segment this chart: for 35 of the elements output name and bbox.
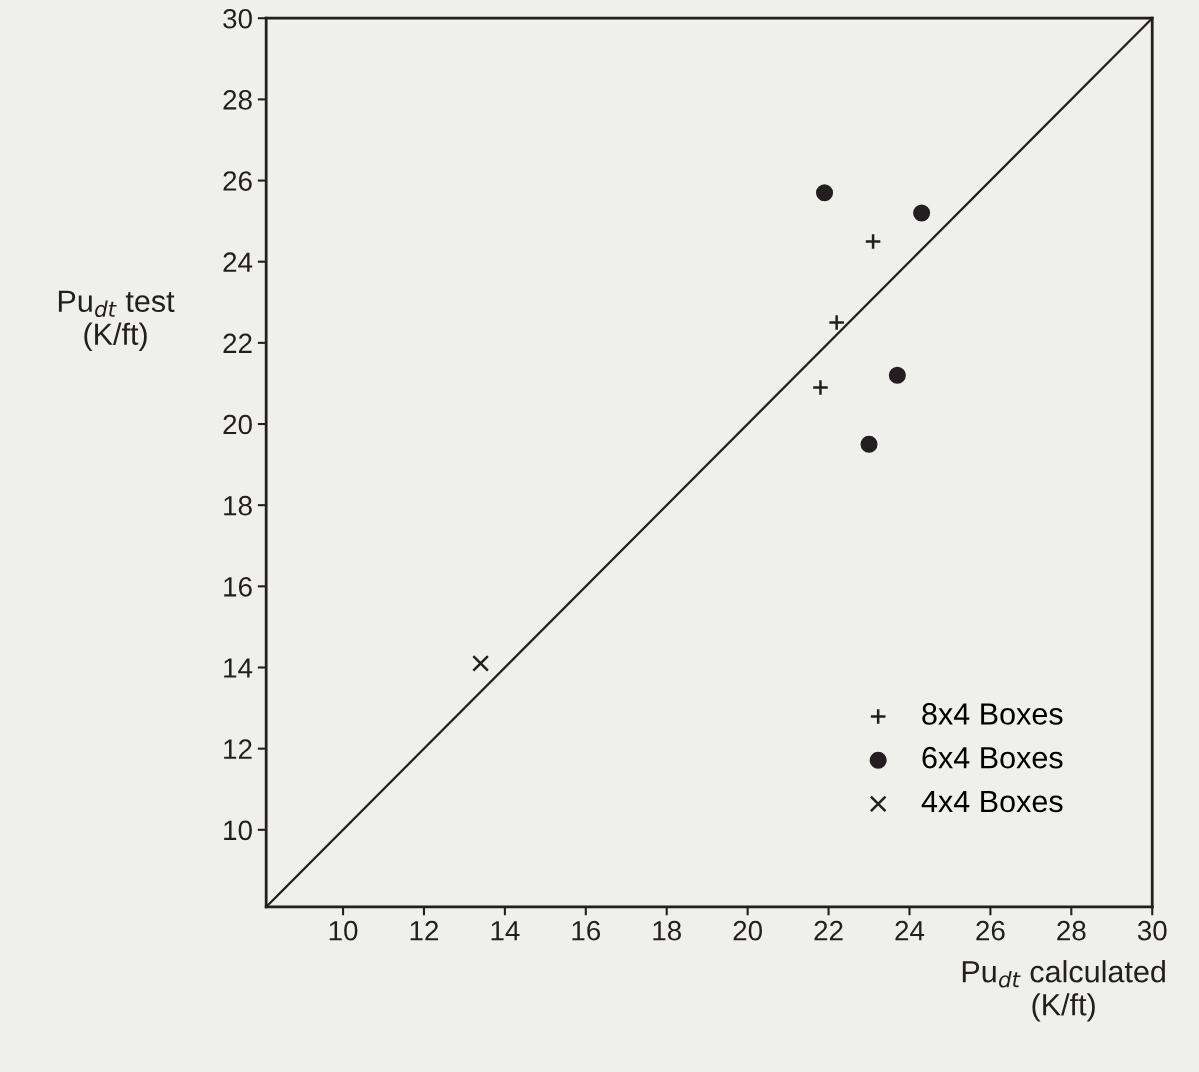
y-tick-label: 10 — [224, 820, 252, 841]
point — [888, 366, 906, 384]
y-tick-label: 16 — [224, 577, 252, 597]
x-tick-label: 16 — [572, 920, 601, 941]
x-tick-label: 26 — [976, 920, 1005, 941]
x-tick-label: 22 — [814, 920, 843, 941]
y-axis-title: Pu$_{dt}$ test (K/ft) — [58, 290, 175, 352]
legend-label: 8x4 Boxes — [922, 703, 1063, 725]
point — [828, 314, 846, 332]
x-axis-title: Pu$_{dt}$ calculated (K/ft) — [962, 960, 1165, 1022]
y-tick-label: 12 — [224, 739, 252, 759]
y-tick-label: 30 — [223, 8, 252, 29]
point — [860, 435, 878, 453]
x-tick-label: 24 — [895, 920, 925, 941]
point — [913, 204, 931, 222]
x-tick-label: 10 — [329, 920, 358, 941]
point — [864, 232, 882, 250]
x-tick-label: 30 — [1137, 920, 1167, 941]
x-tick-label: 20 — [733, 920, 763, 941]
x-tick-label: 12 — [410, 920, 439, 941]
legend-label: 6x4 Boxes — [922, 746, 1063, 769]
legend-label: 4x4 Boxes — [921, 790, 1063, 813]
y-tick-label: 26 — [223, 171, 252, 191]
x-tick-label: 18 — [653, 920, 681, 941]
y-tick-label: 22 — [223, 333, 252, 353]
point — [811, 378, 830, 397]
x-tick-label: 28 — [1057, 920, 1086, 941]
y-tick-label: 24 — [223, 252, 253, 272]
y-tick-label: 18 — [224, 495, 252, 516]
y-tick-label: 20 — [223, 414, 252, 435]
x-tick-label: 14 — [491, 921, 520, 941]
point — [472, 654, 490, 672]
y-tick-label: 28 — [223, 90, 252, 110]
y-tick-label: 14 — [224, 658, 253, 678]
point — [815, 184, 834, 202]
